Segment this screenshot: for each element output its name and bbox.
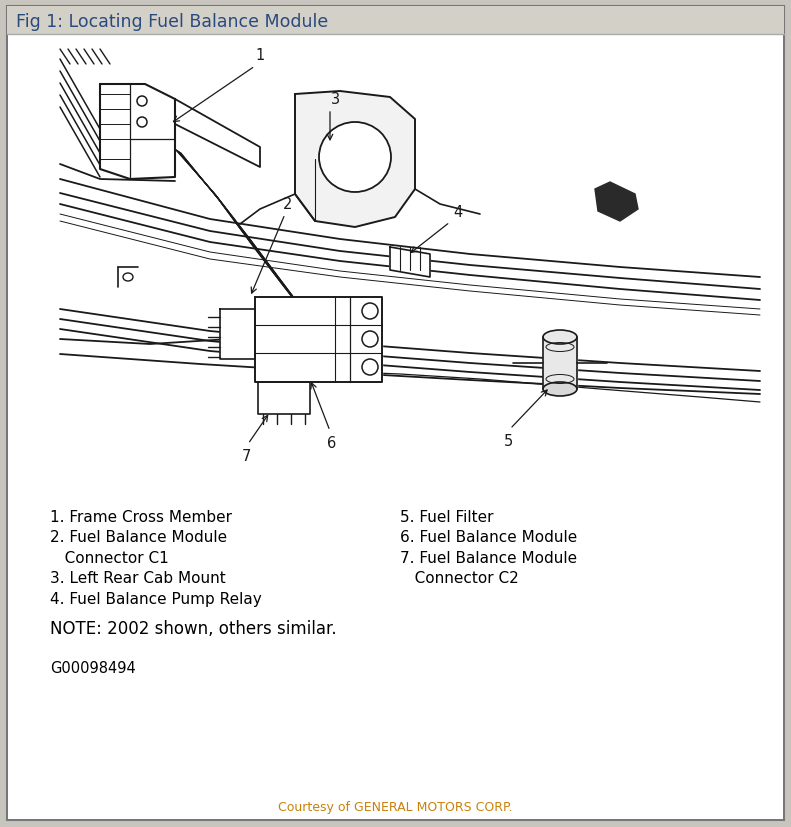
Text: 5: 5 <box>503 433 513 448</box>
Polygon shape <box>100 85 175 179</box>
Text: 3. Left Rear Cab Mount: 3. Left Rear Cab Mount <box>50 571 225 586</box>
Polygon shape <box>255 298 382 383</box>
Text: 2. Fuel Balance Module: 2. Fuel Balance Module <box>50 530 227 545</box>
Text: 2: 2 <box>283 197 293 212</box>
Bar <box>7 7 784 35</box>
Polygon shape <box>295 92 415 227</box>
Text: 5. Fuel Filter: 5. Fuel Filter <box>400 509 494 524</box>
Polygon shape <box>220 309 255 360</box>
Text: Connector C1: Connector C1 <box>50 550 168 566</box>
Text: Courtesy of GENERAL MOTORS CORP.: Courtesy of GENERAL MOTORS CORP. <box>278 801 513 814</box>
Text: 6: 6 <box>327 436 337 451</box>
Ellipse shape <box>543 331 577 345</box>
Text: Connector C2: Connector C2 <box>400 571 519 586</box>
Text: Fig 1: Locating Fuel Balance Module: Fig 1: Locating Fuel Balance Module <box>16 13 328 31</box>
Text: G00098494: G00098494 <box>50 661 136 676</box>
Polygon shape <box>595 183 638 222</box>
Text: 3: 3 <box>331 92 339 107</box>
Text: 1: 1 <box>255 48 265 63</box>
Text: 1. Frame Cross Member: 1. Frame Cross Member <box>50 509 232 524</box>
Text: NOTE: 2002 shown, others similar.: NOTE: 2002 shown, others similar. <box>50 619 337 638</box>
Polygon shape <box>258 383 310 414</box>
Ellipse shape <box>543 383 577 396</box>
Polygon shape <box>543 337 577 390</box>
Text: 4: 4 <box>453 205 462 220</box>
Ellipse shape <box>319 123 391 193</box>
Text: 4. Fuel Balance Pump Relay: 4. Fuel Balance Pump Relay <box>50 591 262 606</box>
Text: 7: 7 <box>241 448 251 463</box>
Polygon shape <box>175 100 260 168</box>
Polygon shape <box>390 248 430 278</box>
Text: 7. Fuel Balance Module: 7. Fuel Balance Module <box>400 550 577 566</box>
Text: 6. Fuel Balance Module: 6. Fuel Balance Module <box>400 530 577 545</box>
